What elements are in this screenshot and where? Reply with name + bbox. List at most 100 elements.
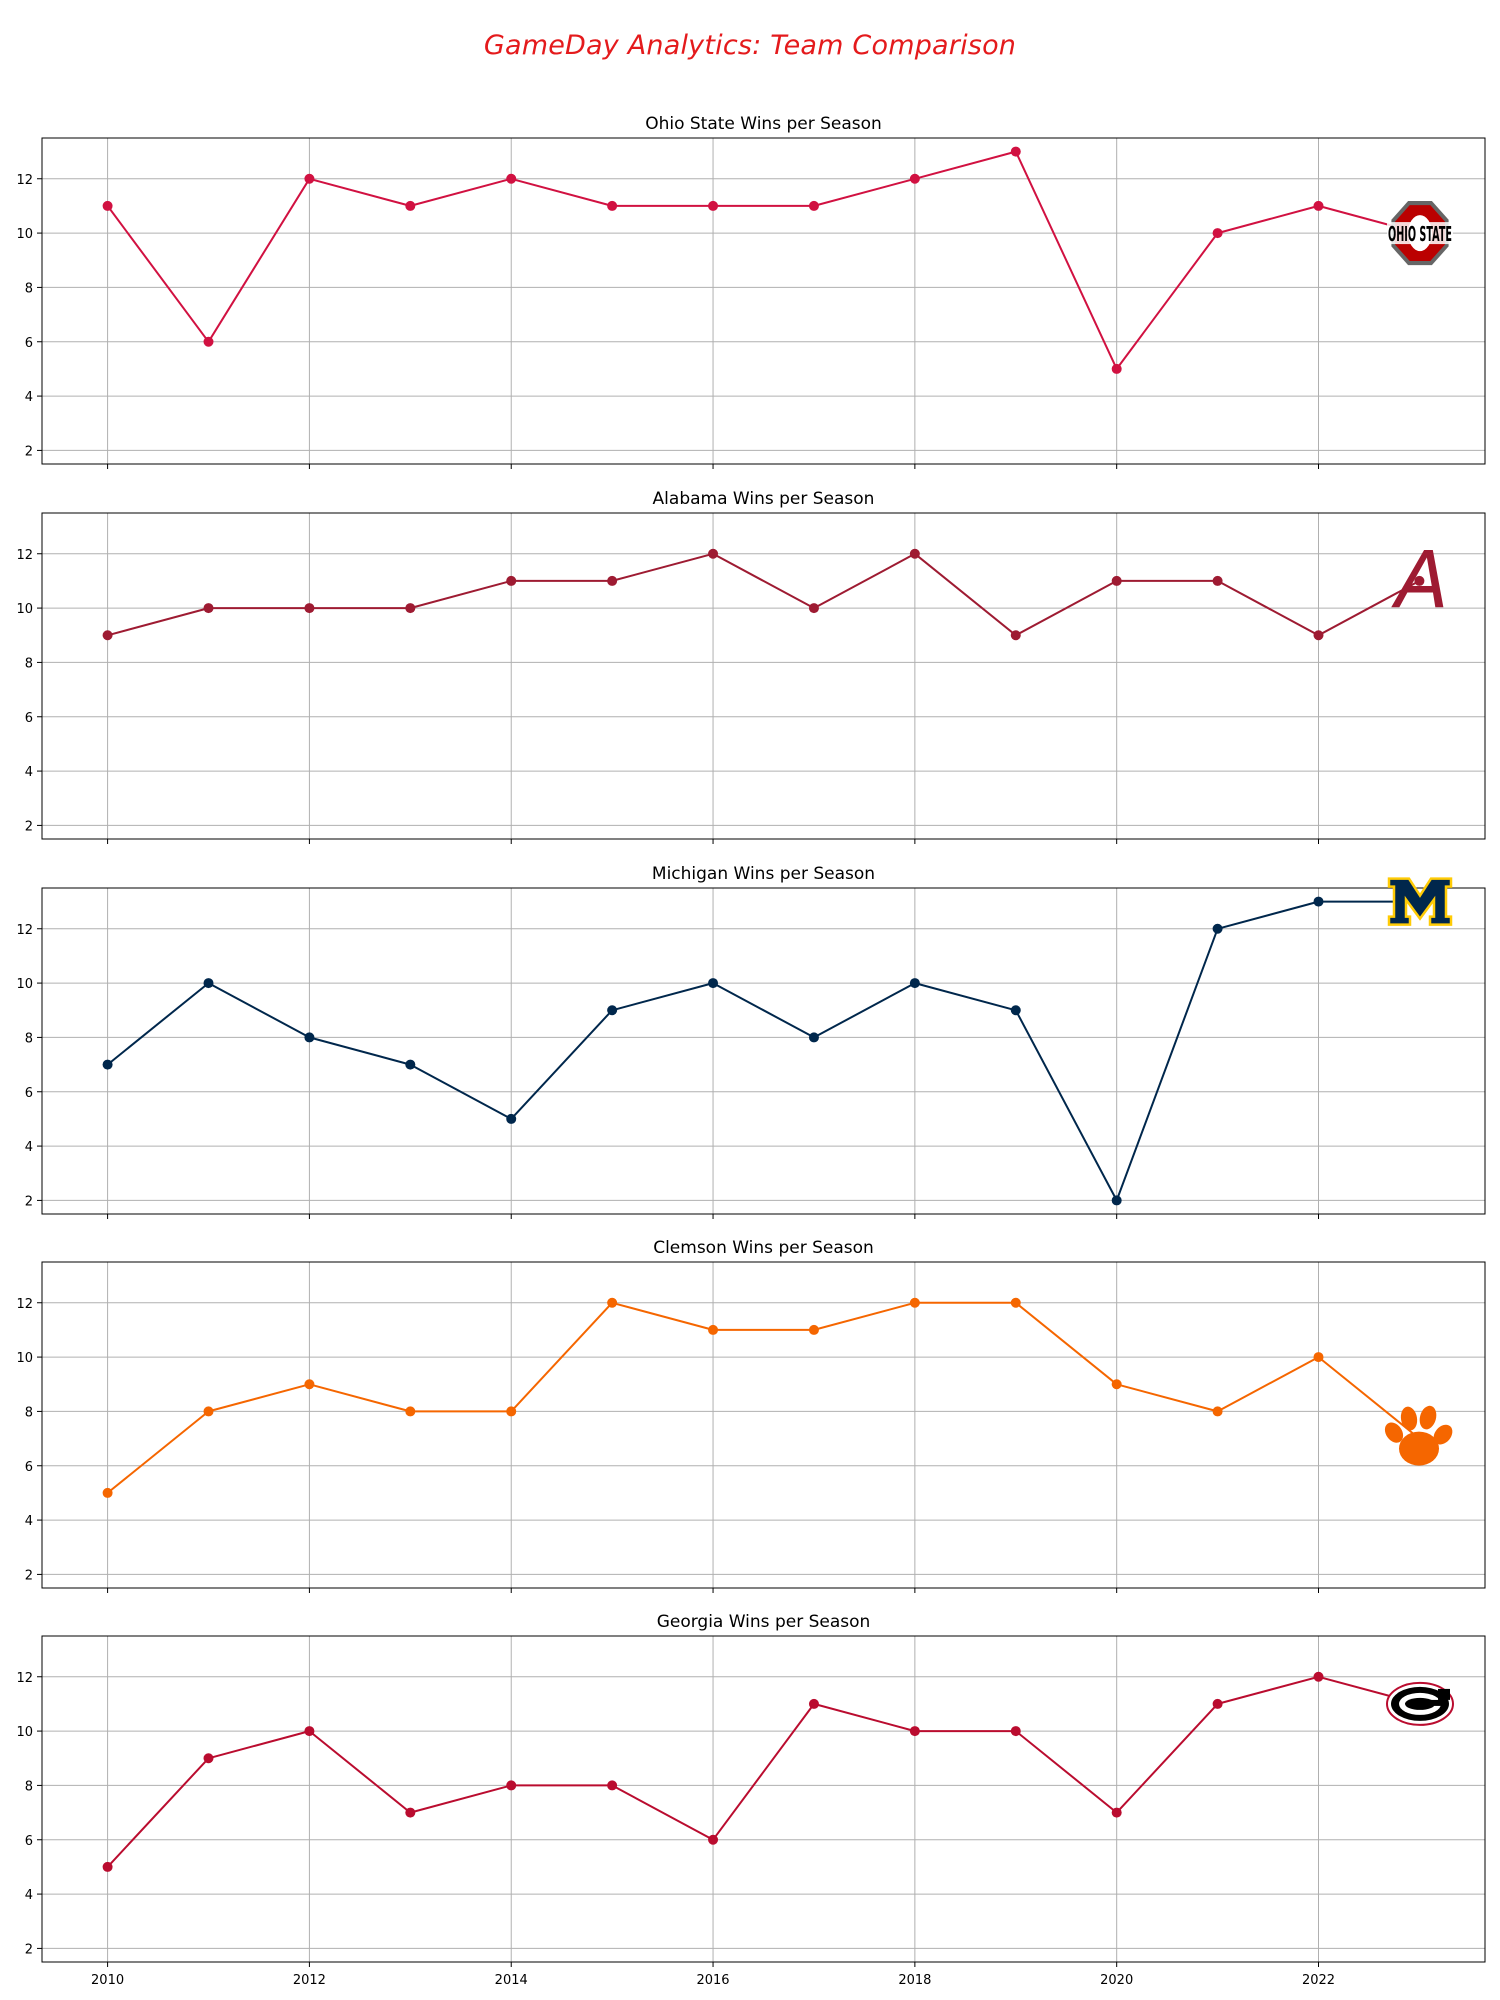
data-point <box>1010 1726 1021 1737</box>
series-line <box>106 1301 1421 1494</box>
axes-frame <box>41 887 1486 1215</box>
y-tick-label: 8 <box>25 1779 33 1794</box>
data-point <box>607 1005 618 1016</box>
data-point <box>909 978 920 989</box>
data-point <box>102 1487 113 1498</box>
logo-band <box>1387 222 1453 245</box>
michigan-logo-icon <box>1387 877 1453 926</box>
y-tick-label: 6 <box>25 1086 33 1101</box>
x-tick-label: 2014 <box>495 1973 528 1988</box>
logo-g-bar <box>1424 1699 1446 1706</box>
data-point <box>1313 896 1324 907</box>
chart-panel-4: 2 4 6 8 10 12 2010 2012 2014 2016 2018 2020 2022 Geor… <box>16 1612 1486 1988</box>
chart-panel-3: 2 4 6 8 10 12 Clemson Wins per Season <box>16 1238 1486 1593</box>
data-point <box>1212 1698 1223 1709</box>
data-point <box>808 1032 819 1043</box>
y-tick-label: 4 <box>25 1888 33 1903</box>
data-point <box>909 1297 920 1308</box>
chart-title: Georgia Wins per Season <box>657 1612 871 1632</box>
data-point <box>607 575 618 586</box>
y-tick-label: 12 <box>16 1297 33 1312</box>
y-tick-label: 6 <box>25 1834 33 1849</box>
y-tick-label: 2 <box>25 1568 33 1583</box>
chart-panel-0: 2 4 6 8 10 12 Ohio State Wins per Season OHIO S… <box>16 114 1486 469</box>
data-point <box>102 630 113 641</box>
data-point <box>909 173 920 184</box>
x-tick-label: 2012 <box>293 1973 326 1988</box>
logo-wordmark: OHIO STATE <box>1388 222 1452 246</box>
data-point <box>506 1113 517 1124</box>
logo-script-a: A <box>1390 536 1448 626</box>
data-point <box>708 200 719 211</box>
data-point <box>1212 575 1223 586</box>
data-point <box>304 1726 315 1737</box>
data-point <box>708 548 719 559</box>
y-tick-label: 6 <box>25 711 33 726</box>
series-line <box>107 552 1420 637</box>
data-point <box>708 1834 719 1845</box>
logo-g-cut <box>1438 1688 1450 1700</box>
y-tick-label: 12 <box>16 548 33 563</box>
logo-paw-toe <box>1419 1405 1437 1430</box>
data-point <box>1010 630 1021 641</box>
chart-panel-2: 2 4 6 8 10 12 Michigan Wins per Season <box>16 864 1486 1219</box>
figure-title: GameDay Analytics: Team Comparison <box>483 30 1017 61</box>
data-point <box>102 200 113 211</box>
chart-title: Alabama Wins per Season <box>653 489 875 509</box>
data-point <box>909 1726 920 1737</box>
data-point <box>1313 630 1324 641</box>
x-tick-label: 2010 <box>91 1973 124 1988</box>
series-line <box>106 150 1420 370</box>
data-point <box>1414 575 1425 586</box>
y-tick-label: 4 <box>25 765 33 780</box>
logo-paw-toe <box>1433 1424 1453 1445</box>
data-point <box>506 173 517 184</box>
data-point <box>1212 228 1223 239</box>
data-point <box>1313 1352 1324 1363</box>
y-tick-label: 10 <box>16 1725 33 1740</box>
data-point <box>203 1406 214 1417</box>
y-tick-label: 2 <box>25 444 33 459</box>
logo-paw-toe <box>1384 1422 1404 1443</box>
x-tick-label: 2016 <box>696 1973 729 1988</box>
data-point <box>506 1780 517 1791</box>
y-tick-label: 8 <box>25 656 33 671</box>
ohio-state-logo-icon: OHIO STATE <box>1387 200 1453 266</box>
axes-frame <box>41 1261 1486 1589</box>
data-point <box>708 978 719 989</box>
logo-paw-toe <box>1400 1406 1418 1431</box>
data-point <box>909 548 920 559</box>
logo-paw-pad <box>1399 1431 1439 1466</box>
data-point <box>304 603 315 614</box>
data-point <box>607 1297 618 1308</box>
chart-panel-1: 2 4 6 8 10 12 Alabama Wins per Season A <box>16 489 1486 844</box>
x-tick-label: 2022 <box>1302 1973 1335 1988</box>
y-tick-label: 10 <box>16 602 33 617</box>
chart-title: Clemson Wins per Season <box>653 1238 874 1258</box>
y-tick-label: 10 <box>16 227 33 242</box>
series-line <box>106 1675 1420 1868</box>
data-point <box>1010 146 1021 157</box>
y-tick-label: 12 <box>16 173 33 188</box>
y-tick-label: 4 <box>25 1514 33 1529</box>
data-point <box>808 200 819 211</box>
data-point <box>1212 1406 1223 1417</box>
data-point <box>102 1059 113 1070</box>
y-tick-label: 8 <box>25 1031 33 1046</box>
data-point <box>405 200 416 211</box>
data-point <box>808 603 819 614</box>
data-point <box>708 1324 719 1335</box>
alabama-logo-icon: A <box>1390 536 1448 626</box>
data-point <box>1010 1005 1021 1016</box>
data-point <box>1111 1195 1122 1206</box>
data-point <box>405 603 416 614</box>
data-point <box>506 575 517 586</box>
y-tick-label: 8 <box>25 1405 33 1420</box>
data-point <box>1111 575 1122 586</box>
y-tick-label: 4 <box>25 1140 33 1155</box>
data-point <box>1111 363 1122 374</box>
data-point <box>808 1698 819 1709</box>
data-point <box>203 603 214 614</box>
